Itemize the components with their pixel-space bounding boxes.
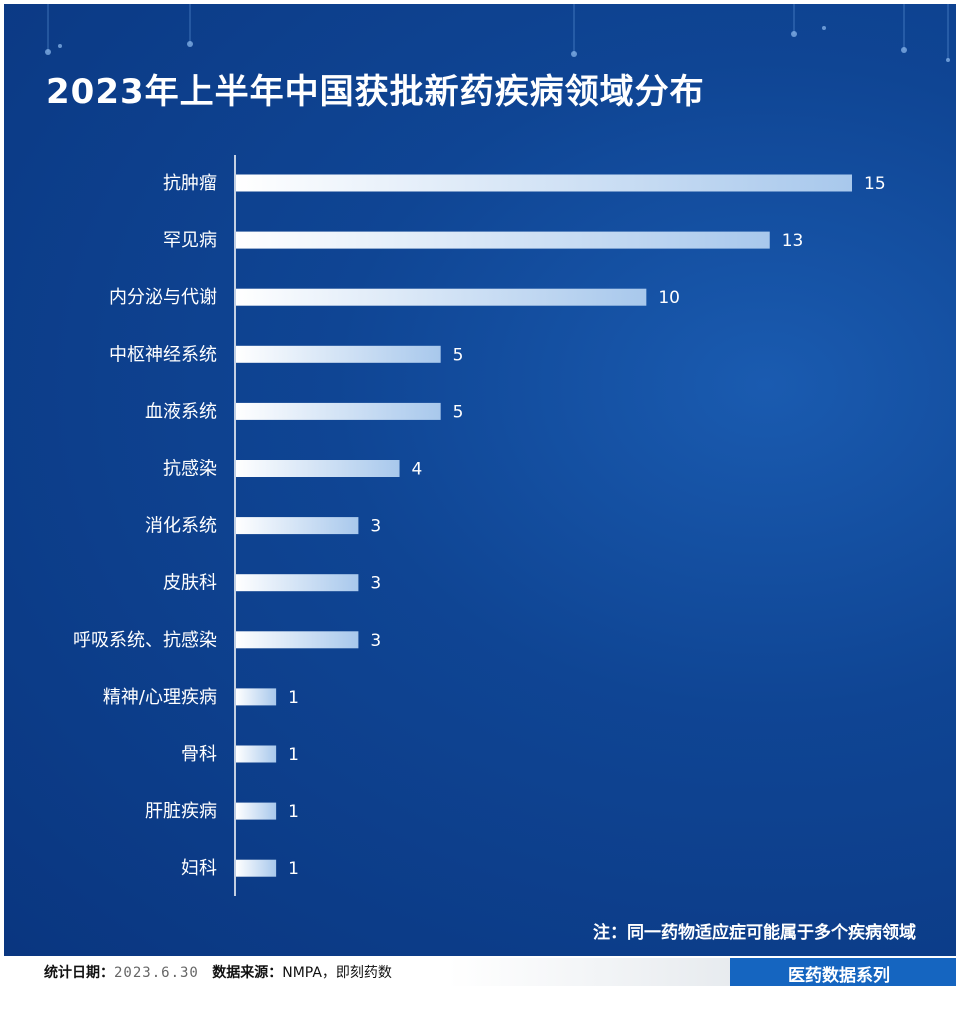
source-value: NMPA，即刻药数 (282, 965, 392, 981)
category-label: 精神/心理疾病 (103, 687, 217, 708)
bar (236, 402, 441, 420)
category-label: 肝脏疾病 (145, 801, 217, 822)
category-label: 罕见病 (163, 230, 217, 251)
category-label: 骨科 (181, 744, 217, 765)
category-label: 抗感染 (163, 459, 217, 480)
category-label: 内分泌与代谢 (109, 287, 217, 308)
background-decoration (45, 4, 950, 62)
value-label: 10 (658, 288, 680, 308)
value-label: 4 (412, 460, 423, 480)
value-label: 5 (453, 345, 464, 365)
bar (236, 574, 359, 592)
bar (236, 231, 770, 249)
value-label: 1 (288, 688, 299, 708)
value-label: 15 (864, 174, 886, 194)
bar (236, 859, 277, 877)
chart-note: 注：同一药物适应症可能属于多个疾病领域 (593, 923, 916, 943)
value-label: 1 (288, 745, 299, 765)
category-label: 血液系统 (145, 401, 217, 422)
value-label: 3 (370, 517, 381, 537)
date-value: 2023.6.30 (114, 965, 199, 981)
value-label: 5 (453, 402, 464, 422)
footer-bar: 统计日期：2023.6.30 数据来源：NMPA，即刻药数 医药数据系列 (4, 958, 956, 986)
category-label: 中枢神经系统 (109, 344, 217, 365)
series-label: 医药数据系列 (788, 966, 890, 986)
bottom-margin (0, 986, 960, 1010)
category-label: 消化系统 (145, 516, 217, 537)
value-label: 3 (370, 631, 381, 651)
chart-panel: 2023年上半年中国获批新药疾病领域分布 (4, 4, 956, 956)
category-label: 妇科 (181, 858, 217, 879)
series-badge: 医药数据系列 (730, 958, 956, 986)
category-label: 皮肤科 (163, 573, 217, 594)
bar (236, 688, 277, 706)
value-label: 3 (370, 574, 381, 594)
bar (236, 174, 852, 192)
footer-info: 统计日期：2023.6.30 数据来源：NMPA，即刻药数 (4, 958, 744, 986)
value-label: 13 (782, 231, 804, 251)
source-label: 数据来源： (212, 965, 283, 981)
bar (236, 802, 277, 820)
bar (236, 345, 441, 363)
bar (236, 288, 647, 306)
bar (236, 631, 359, 649)
bar (236, 745, 277, 763)
value-label: 1 (288, 802, 299, 822)
category-label: 抗肿瘤 (163, 173, 217, 194)
chart-title: 2023年上半年中国获批新药疾病领域分布 (46, 72, 705, 112)
category-label: 呼吸系统、抗感染 (73, 630, 217, 651)
bar (236, 517, 359, 535)
bar (236, 460, 400, 477)
date-label: 统计日期： (44, 965, 114, 981)
value-label: 1 (288, 859, 299, 879)
